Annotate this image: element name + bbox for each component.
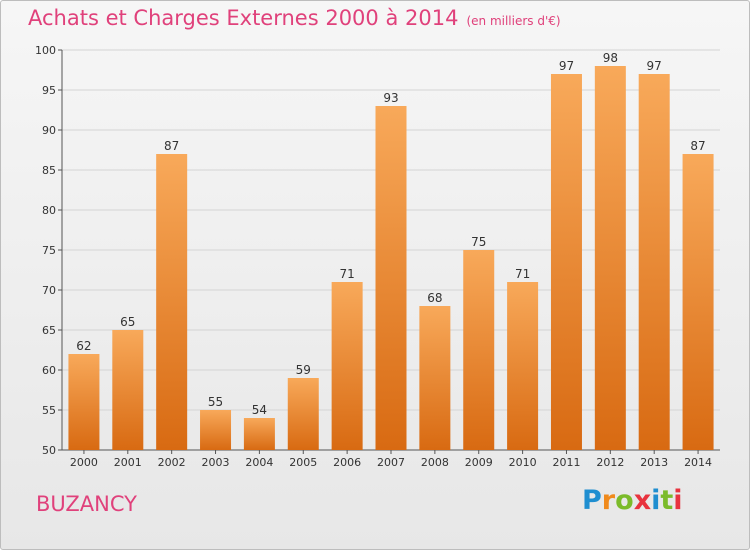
value-label: 87 xyxy=(164,139,179,153)
logo-letter: i xyxy=(651,485,661,516)
logo-letter: o xyxy=(615,485,634,516)
bar xyxy=(112,330,144,450)
value-label: 98 xyxy=(603,51,618,65)
y-tick-label: 80 xyxy=(42,204,56,217)
value-label: 87 xyxy=(690,139,705,153)
value-label: 59 xyxy=(296,363,311,377)
chart-title: Achats et Charges Externes 2000 à 2014 (e… xyxy=(28,6,561,30)
x-tick-label: 2013 xyxy=(640,456,668,469)
logo-letter: x xyxy=(633,485,652,516)
x-tick-label: 2003 xyxy=(202,456,230,469)
bar xyxy=(375,106,407,450)
logo-letter: t xyxy=(660,485,674,516)
x-tick-label: 2007 xyxy=(377,456,405,469)
value-label: 65 xyxy=(120,315,135,329)
y-tick-label: 85 xyxy=(42,164,56,177)
x-tick-label: 2000 xyxy=(70,456,98,469)
bar xyxy=(243,418,275,450)
bar xyxy=(682,154,714,450)
x-tick-label: 2012 xyxy=(596,456,624,469)
value-label: 97 xyxy=(559,59,574,73)
value-labels: 62 65 87 55 54 59 71 93 68 75 71 97 98 97 87 xyxy=(76,51,705,417)
y-tick-label: 100 xyxy=(35,44,56,57)
bar xyxy=(287,378,319,450)
y-tick-label: 75 xyxy=(42,244,56,257)
y-tick-label: 95 xyxy=(42,84,56,97)
x-tick-label: 2002 xyxy=(158,456,186,469)
value-label: 71 xyxy=(339,267,354,281)
bar xyxy=(419,306,451,450)
y-tick-label: 65 xyxy=(42,324,56,337)
y-tick-label: 90 xyxy=(42,124,56,137)
bar xyxy=(594,66,626,450)
value-label: 62 xyxy=(76,339,91,353)
x-tick-label: 2004 xyxy=(245,456,273,469)
logo-letter: i xyxy=(673,485,683,516)
value-label: 68 xyxy=(427,291,442,305)
value-label: 93 xyxy=(383,91,398,105)
bar xyxy=(156,154,188,450)
commune-name: BUZANCY xyxy=(36,492,137,516)
proxiti-logo: Proxiti xyxy=(582,485,683,516)
bar xyxy=(638,74,670,450)
x-tick-label: 2006 xyxy=(333,456,361,469)
x-tick-label: 2010 xyxy=(509,456,537,469)
logo-letter: r xyxy=(601,485,616,516)
value-label: 55 xyxy=(208,395,223,409)
unit-text: (en milliers d'€) xyxy=(466,14,561,28)
x-tick-label: 2011 xyxy=(552,456,580,469)
y-tick-label: 70 xyxy=(42,284,56,297)
bar xyxy=(463,250,495,450)
bar xyxy=(331,282,363,450)
title-text: Achats et Charges Externes 2000 à 2014 xyxy=(28,6,459,30)
value-label: 75 xyxy=(471,235,486,249)
bar xyxy=(550,74,582,450)
value-label: 97 xyxy=(647,59,662,73)
bar xyxy=(507,282,539,450)
x-tick-label: 2008 xyxy=(421,456,449,469)
bars xyxy=(68,66,714,450)
bar xyxy=(200,410,232,450)
y-tick-label: 55 xyxy=(42,404,56,417)
x-tick-label: 2005 xyxy=(289,456,317,469)
x-tick-label: 2009 xyxy=(465,456,493,469)
bar xyxy=(68,354,100,450)
x-tick-label: 2001 xyxy=(114,456,142,469)
value-label: 54 xyxy=(252,403,267,417)
logo-letter: P xyxy=(582,485,602,516)
x-tick-label: 2014 xyxy=(684,456,712,469)
y-tick-label: 50 xyxy=(42,444,56,457)
value-label: 71 xyxy=(515,267,530,281)
y-tick-label: 60 xyxy=(42,364,56,377)
